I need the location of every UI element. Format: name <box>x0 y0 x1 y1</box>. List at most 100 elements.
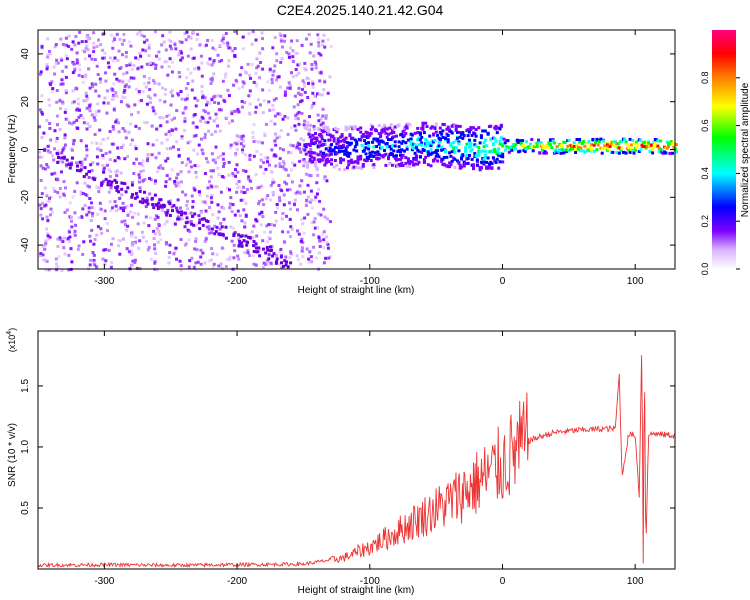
signal-cell <box>452 147 456 151</box>
noise-cell <box>96 212 100 216</box>
noise-cell <box>278 85 282 89</box>
noise-cell <box>270 77 274 81</box>
noise-cell <box>85 106 89 110</box>
noise-cell <box>189 220 193 223</box>
signal-cell <box>392 131 396 134</box>
noise-cell <box>296 208 299 212</box>
noise-cell <box>262 171 266 175</box>
signal-cell <box>461 136 465 140</box>
signal-cell <box>522 144 526 147</box>
noise-cell <box>299 191 303 195</box>
signal-cell <box>361 164 365 168</box>
noise-cell <box>146 153 150 157</box>
noise-cell <box>78 108 81 112</box>
noise-cell <box>46 149 50 153</box>
noise-cell <box>237 87 241 91</box>
signal-cell <box>307 150 311 154</box>
noise-cell <box>256 186 260 190</box>
signal-cell <box>483 129 487 133</box>
noise-cell <box>70 225 74 229</box>
noise-cell <box>308 115 311 119</box>
noise-cell <box>111 59 115 63</box>
noise-cell <box>148 216 152 220</box>
signal-cell <box>379 133 383 137</box>
signal-cell <box>513 144 517 148</box>
noise-cell <box>226 41 230 45</box>
signal-cell <box>472 165 475 168</box>
noise-cell <box>317 187 321 191</box>
noise-streak-cell <box>65 158 69 162</box>
noise-cell <box>124 83 128 87</box>
noise-streak-cell <box>150 196 154 200</box>
noise-streak-cell <box>248 236 252 239</box>
noise-cell <box>299 137 303 141</box>
noise-cell <box>48 235 52 239</box>
noise-streak-cell <box>130 183 134 187</box>
noise-cell <box>153 260 157 264</box>
signal-cell <box>373 151 377 155</box>
noise-cell <box>267 223 271 227</box>
noise-streak-cell <box>131 193 134 197</box>
noise-cell <box>92 259 96 262</box>
noise-cell <box>169 47 173 51</box>
noise-cell <box>45 215 49 219</box>
noise-cell <box>97 38 100 42</box>
signal-cell <box>498 139 502 143</box>
signal-cell <box>436 134 440 137</box>
noise-cell <box>121 95 125 99</box>
noise-cell <box>200 85 204 88</box>
noise-cell <box>216 216 220 220</box>
noise-cell <box>105 222 109 225</box>
noise-cell <box>319 213 323 217</box>
noise-cell <box>88 125 92 128</box>
noise-cell <box>234 168 237 172</box>
signal-cell <box>304 145 308 149</box>
noise-cell <box>117 130 121 134</box>
noise-cell <box>65 208 69 212</box>
noise-cell <box>263 230 266 234</box>
signal-cell <box>454 146 458 150</box>
noise-cell <box>254 38 258 42</box>
noise-cell <box>161 86 165 90</box>
signal-cell <box>456 136 459 140</box>
noise-cell <box>115 174 119 178</box>
noise-cell <box>303 90 307 94</box>
noise-cell <box>274 143 278 147</box>
noise-cell <box>154 251 158 255</box>
noise-streak-cell <box>201 223 205 227</box>
noise-cell <box>291 161 295 165</box>
signal-cell <box>441 157 445 161</box>
noise-cell <box>232 226 236 230</box>
noise-cell <box>106 229 109 233</box>
noise-cell <box>303 190 306 194</box>
signal-cell <box>560 144 564 148</box>
noise-cell <box>125 103 129 107</box>
noise-streak-cell <box>190 222 194 226</box>
signal-cell <box>310 140 314 144</box>
noise-cell <box>313 216 317 220</box>
noise-cell <box>150 124 154 128</box>
signal-cell <box>572 145 576 148</box>
signal-cell <box>355 142 359 146</box>
noise-cell <box>48 122 52 125</box>
noise-cell <box>195 38 199 41</box>
signal-cell <box>457 140 461 144</box>
noise-cell <box>106 101 110 105</box>
noise-cell <box>167 261 171 265</box>
noise-cell <box>55 268 59 272</box>
noise-cell <box>124 136 128 140</box>
signal-cell <box>363 139 367 143</box>
noise-cell <box>210 152 214 156</box>
noise-cell <box>140 33 144 37</box>
noise-cell <box>178 75 182 79</box>
signal-cell <box>574 151 578 154</box>
noise-cell <box>293 51 297 55</box>
noise-cell <box>323 177 327 181</box>
noise-cell <box>190 256 194 260</box>
noise-cell <box>272 69 276 73</box>
noise-cell <box>200 61 204 65</box>
signal-cell <box>501 152 505 156</box>
noise-cell <box>322 207 326 211</box>
noise-streak-cell <box>264 251 268 255</box>
noise-cell <box>140 65 144 69</box>
